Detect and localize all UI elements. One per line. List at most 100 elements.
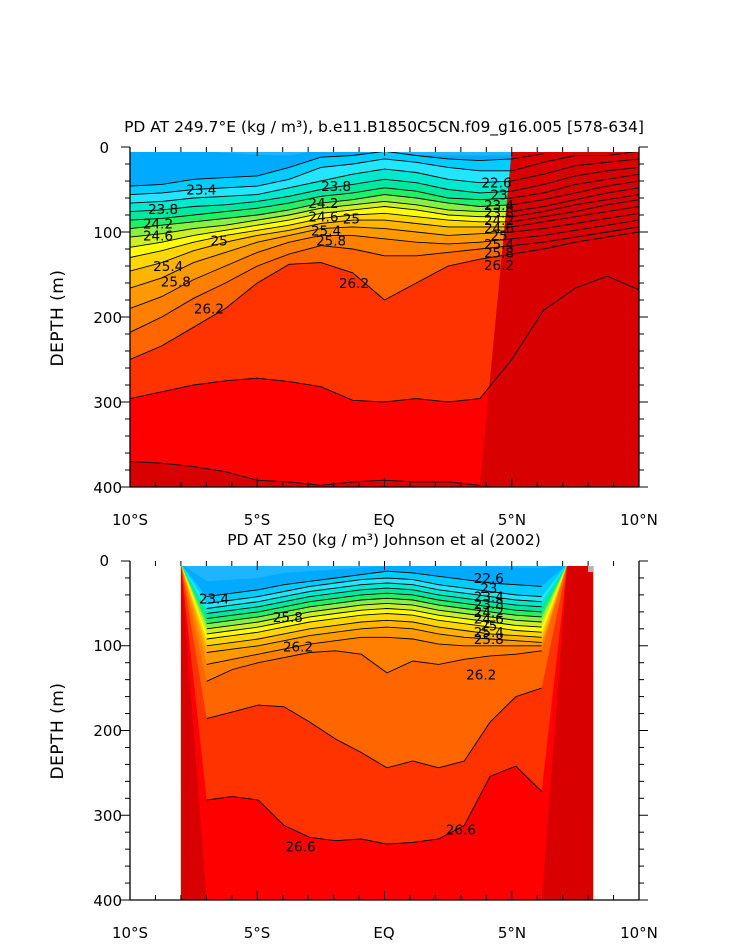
panel-2-xtick-1: 5°S xyxy=(244,924,271,942)
contour-label: 23.4 xyxy=(199,591,229,607)
contour-band-15 xyxy=(180,566,594,900)
contour-label: 24.6 xyxy=(143,228,173,244)
contour-line-7 xyxy=(130,187,639,238)
contour-line-4 xyxy=(130,166,639,213)
contour-line-2 xyxy=(206,577,542,604)
contour-label: 23.4 xyxy=(186,183,216,199)
contour-label: 25.8 xyxy=(474,632,504,648)
contour-label: 23.8 xyxy=(321,179,351,195)
contour-label: 26.2 xyxy=(283,640,313,656)
contour-label: 25.4 xyxy=(153,259,183,275)
contour-label: 25.4 xyxy=(311,223,341,239)
contour-line-7 xyxy=(206,602,542,630)
contour-label: 26.6 xyxy=(285,840,315,856)
axis-ticks xyxy=(121,146,648,488)
contour-label: 23.8 xyxy=(474,597,504,613)
contour-line-6 xyxy=(206,597,542,625)
contour-label: 23.4 xyxy=(474,590,504,606)
contour-label: 23 xyxy=(490,188,507,204)
panel-2: PD AT 250 (kg / m³) Johnson et al (2002)… xyxy=(48,531,658,942)
contour-label: 24.2 xyxy=(474,605,504,621)
panel-1-xtick-2: EQ xyxy=(373,511,394,529)
panel-2-plot: 23.425.826.222.62323.423.824.224.62525.4… xyxy=(121,560,648,901)
panel-2-ytick-2: 200 xyxy=(93,722,122,740)
panel-1-ytick-0: 0 xyxy=(99,139,109,157)
contour-label: 25.4 xyxy=(474,625,504,641)
axis-ticks xyxy=(121,560,648,901)
contour-label: 26.2 xyxy=(466,668,496,684)
contour-label: 24.6 xyxy=(484,221,514,237)
contour-line-16 xyxy=(130,461,480,486)
contour-line-8 xyxy=(130,194,639,248)
contour-label: 24.2 xyxy=(308,196,338,212)
contour-label: 22.6 xyxy=(481,176,511,192)
contour-line-13 xyxy=(206,650,542,682)
contour-line-14 xyxy=(206,687,542,769)
contour-fill xyxy=(130,152,639,487)
panel-1-ylabel: DEPTH (m) xyxy=(48,270,68,367)
contour-line-3 xyxy=(130,158,639,204)
contour-label: 23.8 xyxy=(484,205,514,221)
panel-1-xtick-4: 10°N xyxy=(620,511,658,529)
panel-2-ytick-3: 300 xyxy=(93,807,122,825)
panel-1-ytick-1: 100 xyxy=(93,224,122,242)
contour-label: 22.6 xyxy=(474,571,504,587)
contour-label: 24.2 xyxy=(143,217,173,233)
contour-line-1 xyxy=(206,570,542,598)
contour-label: 25 xyxy=(343,211,360,227)
contour-label: 25.4 xyxy=(484,237,514,253)
contour-line-15 xyxy=(206,765,543,845)
panel-2-xtick-2: EQ xyxy=(373,924,394,942)
panel-1-ytick-4: 400 xyxy=(93,479,122,497)
panel-2-ylabel: DEPTH (m) xyxy=(48,683,68,780)
contour-label: 25.8 xyxy=(273,610,303,626)
panel-1-plot: 23.423.824.224.6 2525.425.826.223.824.224… xyxy=(121,146,648,488)
panel-1-xtick-0: 10°S xyxy=(112,511,148,529)
panel-2-xtick-4: 10°N xyxy=(620,924,658,942)
panel-2-xtick-0: 10°S xyxy=(112,924,148,942)
contour-label: 26.2 xyxy=(484,258,514,274)
missing-data-patch xyxy=(588,566,594,572)
contour-label: 24.2 xyxy=(484,213,514,229)
contour-label: 23.4 xyxy=(484,198,514,214)
contour-line-3 xyxy=(206,582,542,609)
panel-2-ytick-1: 100 xyxy=(93,637,122,655)
contour-label: 25.8 xyxy=(484,245,514,261)
contour-line-10 xyxy=(130,206,639,272)
contour-line-12 xyxy=(206,636,542,665)
contour-label: 26.2 xyxy=(339,276,369,292)
contour-line-2 xyxy=(130,152,638,196)
panel-1-ytick-2: 200 xyxy=(93,309,122,327)
contour-label: 26.6 xyxy=(446,823,476,839)
contour-label: 23 xyxy=(480,581,497,597)
contour-line-5 xyxy=(206,592,542,620)
panel-2-xtick-3: 5°N xyxy=(498,924,526,942)
contour-line-13 xyxy=(130,226,639,333)
panel-1-title: PD AT 249.7°E (kg / m³), b.e11.B1850C5CN… xyxy=(124,118,644,137)
contour-line-8 xyxy=(206,608,542,635)
contour-line-15 xyxy=(130,275,639,403)
contour-line-11 xyxy=(206,626,542,653)
contour-line-11 xyxy=(130,212,639,289)
contour-band-16 xyxy=(180,566,594,900)
panel-2-title: PD AT 250 (kg / m³) Johnson et al (2002) xyxy=(227,531,541,549)
contour-label: 24.6 xyxy=(308,210,338,226)
contour-band-16 xyxy=(130,152,639,487)
contour-line-4 xyxy=(206,587,542,614)
contour-line-6 xyxy=(130,180,639,230)
contour-fill xyxy=(180,566,594,900)
contour-label: 25.8 xyxy=(161,274,191,290)
panel-1: PD AT 249.7°E (kg / m³), b.e11.B1850C5CN… xyxy=(48,118,658,529)
panel-2-ytick-0: 0 xyxy=(99,552,109,570)
contour-label: 25 xyxy=(480,618,497,634)
contour-line-1 xyxy=(130,152,544,187)
contour-line-9 xyxy=(206,613,542,640)
contour-line-14 xyxy=(130,231,639,360)
contour-line-5 xyxy=(130,173,639,221)
contour-label: 25 xyxy=(211,234,228,250)
contour-label: 25 xyxy=(490,228,507,244)
contour-label: 25.8 xyxy=(316,234,346,250)
contour-line-12 xyxy=(130,219,639,309)
panel-1-xtick-1: 5°S xyxy=(244,511,271,529)
